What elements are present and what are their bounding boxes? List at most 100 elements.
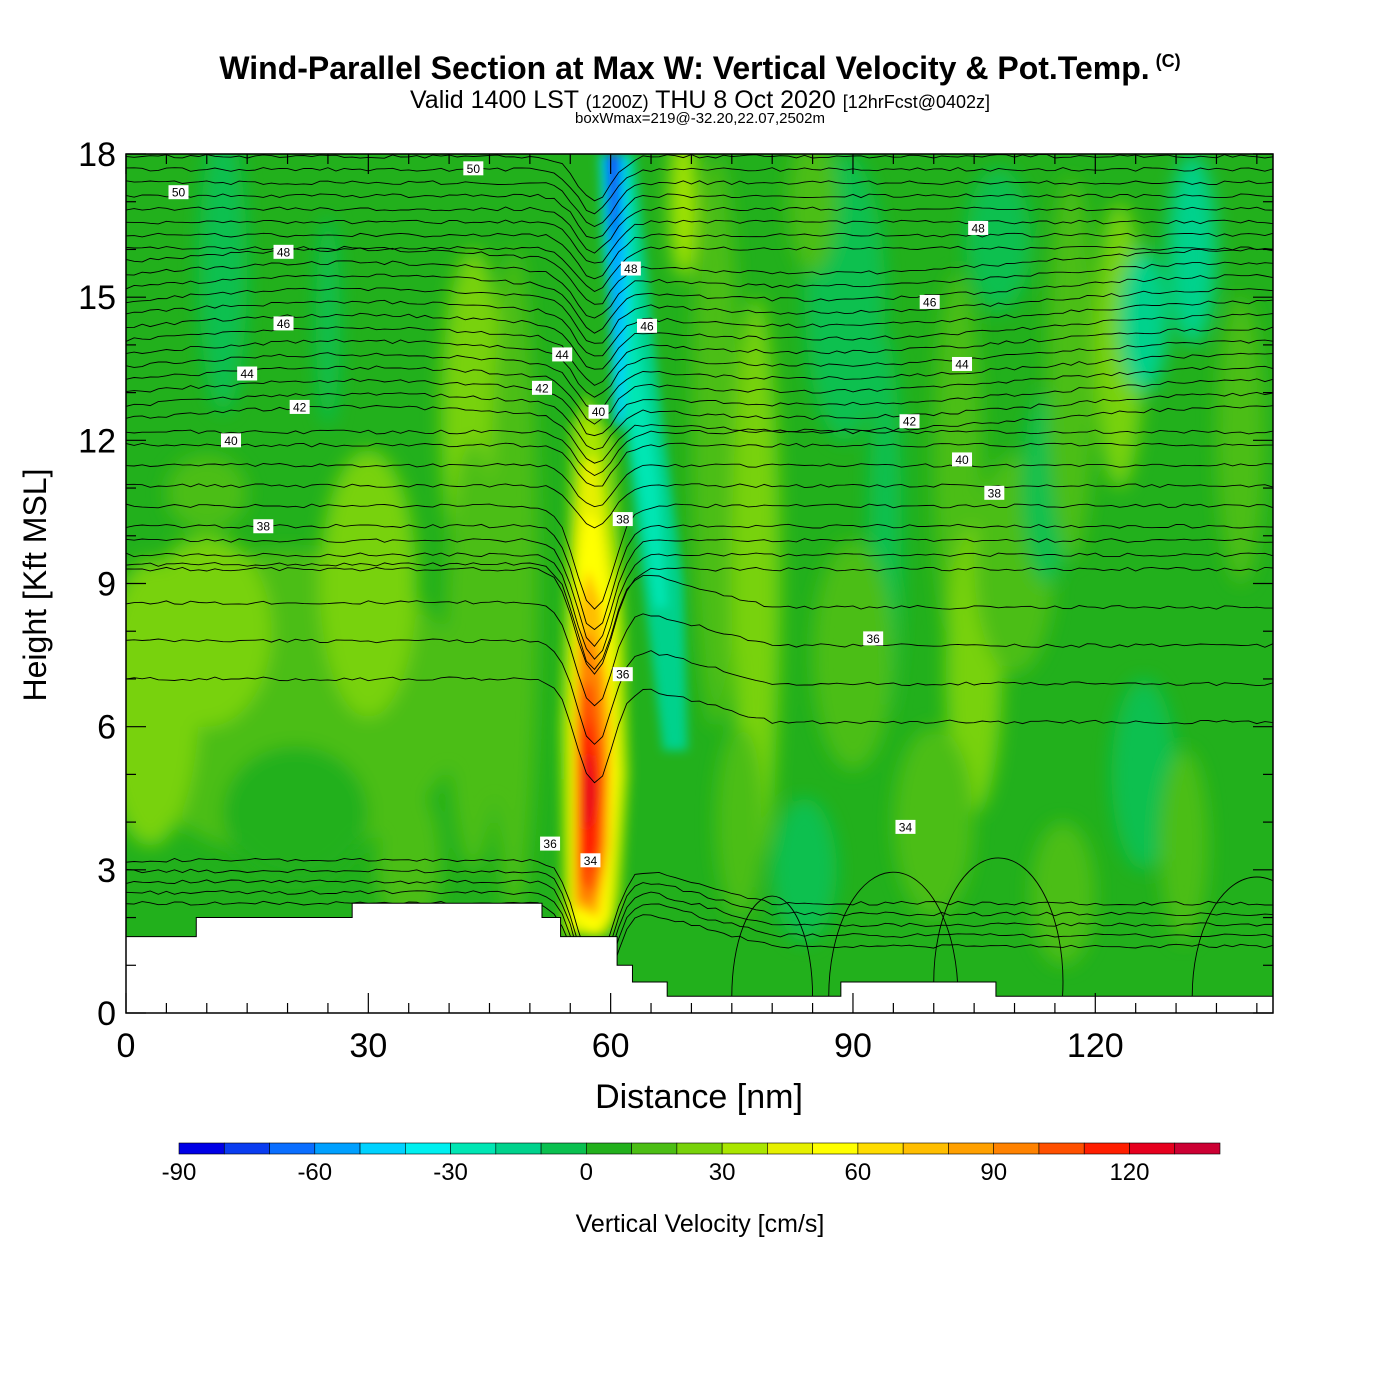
theta-contour-line xyxy=(126,219,1273,264)
theta-contour-line xyxy=(126,287,1273,344)
updraft-core xyxy=(558,392,631,937)
x-axis-label: Distance [nm] xyxy=(595,1078,803,1116)
contour-label-box xyxy=(289,399,310,414)
contour-label-box xyxy=(531,380,552,395)
contour-label-text: 50 xyxy=(172,186,186,200)
colorbar-swatch xyxy=(767,1142,813,1155)
contour-label-box xyxy=(540,836,561,851)
terrain-profile xyxy=(125,902,1274,1014)
contour-label-box xyxy=(895,819,916,834)
field-region xyxy=(893,726,975,918)
x-tick-label: 120 xyxy=(1067,1027,1124,1065)
field-region xyxy=(319,449,417,718)
contour-label-text: 42 xyxy=(535,381,549,395)
x-tick-label: 30 xyxy=(349,1027,387,1065)
colorbar-tick-label: 90 xyxy=(980,1159,1007,1186)
theta-contour-line xyxy=(126,503,1273,610)
contour-label: 38 xyxy=(984,485,1005,500)
contour-label-text: 42 xyxy=(903,415,917,429)
theta-contour-line xyxy=(126,193,1273,239)
contour-label-box xyxy=(273,244,294,259)
potential-temperature-contours xyxy=(126,154,1273,1013)
field-region xyxy=(731,297,781,870)
colorbar-swatch xyxy=(450,1142,497,1155)
theta-contour-line xyxy=(126,463,1273,508)
contour-label-text: 40 xyxy=(955,453,969,467)
colorbar-swatch xyxy=(721,1142,768,1155)
colorbar-swatch xyxy=(359,1142,406,1155)
colorbar-tick-label: 120 xyxy=(1109,1159,1149,1186)
field-region xyxy=(1111,678,1177,870)
colorbar-tick-label: 0 xyxy=(580,1159,593,1186)
theta-contour-line xyxy=(126,552,1273,660)
colorbar-swatch xyxy=(1174,1142,1221,1155)
theta-contour-line xyxy=(126,404,1273,464)
contour-label-text: 38 xyxy=(257,520,271,534)
theta-contour-line xyxy=(126,273,1273,334)
theta-contour-line xyxy=(126,245,1273,293)
field-region xyxy=(812,540,894,770)
contour-label-box xyxy=(612,667,633,682)
contour-label-box xyxy=(588,404,609,419)
contour-label: 40 xyxy=(221,433,242,448)
theta-contour-line xyxy=(126,890,1273,997)
theta-contour-line xyxy=(126,523,1273,631)
contour-labels: 50 50 48 48 48 46 46 46 44 44 44 42 42 42 40 40 40 38 38 38… xyxy=(168,161,1005,868)
contour-label-text: 34 xyxy=(899,820,913,834)
contour-label-text: 48 xyxy=(277,245,291,259)
colorbar-swatch xyxy=(178,1142,225,1155)
theta-contour-line xyxy=(126,391,1273,450)
contour-label: 36 xyxy=(863,631,884,646)
colorbar-swatch xyxy=(314,1142,361,1155)
contour-label: 36 xyxy=(612,667,633,682)
field-region xyxy=(489,249,538,918)
field-region xyxy=(222,745,369,880)
contour-label-text: 44 xyxy=(556,348,570,362)
colorbar-swatch xyxy=(676,1142,723,1155)
field-region xyxy=(715,726,765,918)
theta-contour-line xyxy=(126,858,1273,967)
field-region xyxy=(315,216,341,427)
theta-contour-line xyxy=(126,900,1273,996)
x-tick-label: 90 xyxy=(834,1027,872,1065)
vertical-velocity-field xyxy=(126,154,1273,1013)
contour-label-text: 42 xyxy=(293,400,307,414)
colorbar-tick-label: -30 xyxy=(433,1159,468,1186)
theta-contour-line xyxy=(126,429,1273,477)
contour-label-text: 34 xyxy=(584,854,598,868)
field-region xyxy=(376,783,442,937)
theta-contour-line xyxy=(126,365,1273,425)
theta-contour-line xyxy=(126,326,1273,386)
contour-label: 44 xyxy=(552,347,573,362)
contour-label-box xyxy=(612,512,633,527)
contour-label-box xyxy=(952,356,973,371)
field-region xyxy=(966,168,1031,312)
contour-label: 42 xyxy=(289,399,310,414)
colorbar-swatch xyxy=(586,1142,632,1155)
colorbar-swatch xyxy=(631,1142,678,1155)
contour-label: 36 xyxy=(540,836,561,851)
y-tick-label: 15 xyxy=(78,279,116,317)
chart-subtitle-valid-time: Valid 1400 LST (1200Z) THU 8 Oct 2020 [1… xyxy=(409,86,991,114)
terrain-shape xyxy=(125,902,1274,1014)
colorbar-tick-label: -90 xyxy=(162,1159,197,1186)
field-region xyxy=(166,454,248,532)
field-region xyxy=(1030,822,1096,966)
contour-label: 46 xyxy=(636,318,657,333)
contour-label-text: 44 xyxy=(955,357,969,371)
field-region xyxy=(1159,750,1209,942)
field-region xyxy=(1046,177,1096,560)
contour-label: 46 xyxy=(919,294,940,309)
colorbar-swatch xyxy=(812,1142,859,1155)
field-region xyxy=(142,535,272,727)
theta-contour-line xyxy=(126,312,1273,370)
colorbar-swatch xyxy=(1083,1142,1130,1155)
contour-label: 48 xyxy=(273,244,294,259)
theta-contour-line xyxy=(126,260,1273,319)
theta-contour-line xyxy=(126,638,1273,745)
theta-contour-line xyxy=(126,167,1273,215)
theta-contour-line xyxy=(126,352,1273,409)
contour-label: 50 xyxy=(168,185,189,200)
contour-label-box xyxy=(273,316,294,331)
theta-contour-line xyxy=(126,483,1273,529)
